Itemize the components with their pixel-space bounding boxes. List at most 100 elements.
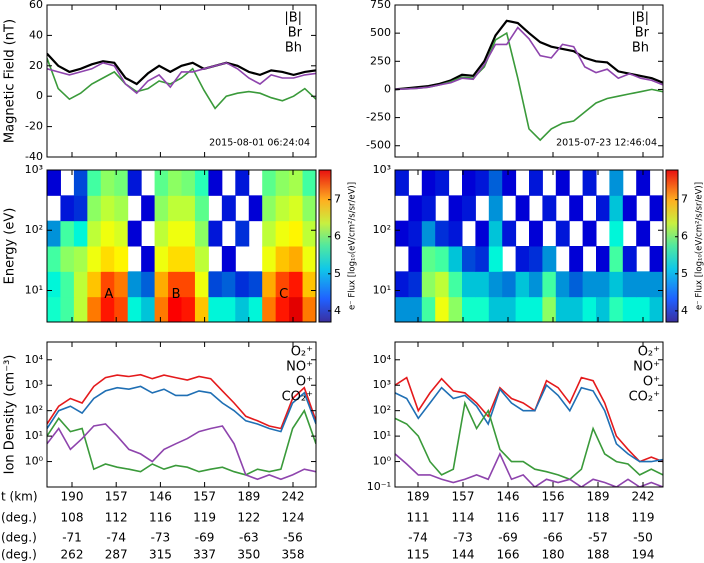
table-cell: -63 — [239, 531, 259, 545]
heatmap-cell — [127, 296, 142, 322]
heatmap-cell — [114, 296, 129, 322]
panel: 4 5 6 7 e⁻ Flux [log₁₀(eV/cm²/s/sr/eV)] A B C 10… — [3, 163, 358, 323]
panel: O₂⁺NO⁺O⁺CO₂⁺ 10⁻¹ 10⁰ 10¹ 10² 10³ 10⁴ — [367, 341, 664, 493]
colorbar-tick-label: 5 — [681, 267, 688, 280]
heatmap-cell — [569, 195, 584, 222]
heatmap-cell — [289, 246, 304, 272]
heatmap-cell — [221, 271, 236, 298]
y-tick-label: 10² — [25, 223, 43, 236]
heatmap-cell — [100, 246, 115, 272]
heatmap-cell — [87, 170, 102, 196]
heatmap-cell — [596, 296, 610, 322]
y-axis-label: Ion Density (cm⁻³) — [3, 355, 18, 475]
heatmap-cell — [435, 220, 450, 247]
table-cell: -73 — [151, 531, 171, 545]
table-cell: 350 — [237, 548, 260, 562]
colorbar-label: e⁻ Flux [log₁₀(eV/cm²/s/sr/eV)] — [695, 182, 704, 310]
table-cell: 166 — [497, 548, 520, 562]
y-tick-label: 10¹ — [373, 429, 391, 442]
series-line — [47, 57, 316, 110]
table-cell: 242 — [632, 490, 655, 504]
heatmap-cell — [168, 271, 182, 298]
table-cell: 112 — [105, 511, 128, 525]
heatmap-cell — [609, 246, 624, 272]
heatmap-cell — [302, 220, 316, 247]
heatmap-cell — [488, 195, 503, 222]
legend-label: O⁺ — [296, 375, 313, 390]
heatmap-cell — [488, 296, 503, 322]
legend-label: O⁺ — [643, 375, 660, 390]
table-cell: -74 — [408, 531, 428, 545]
heatmap-cell — [154, 170, 169, 196]
series-line — [395, 383, 663, 463]
heatmap-cell — [262, 296, 277, 322]
panel-frame — [394, 4, 664, 158]
heatmap-cell — [542, 296, 557, 322]
heatmap-cell — [73, 246, 88, 272]
heatmap-cell — [289, 296, 304, 322]
series-line — [395, 26, 663, 91]
series-line — [47, 52, 316, 86]
y-tick-label: 500 — [370, 26, 391, 39]
heatmap-cell — [47, 170, 61, 196]
series-line — [47, 408, 316, 476]
y-axis-label: Magnetic Field (nT) — [3, 19, 18, 143]
heatmap-cell — [60, 296, 75, 322]
heatmap-cell — [582, 296, 597, 322]
heatmap-cell — [100, 220, 115, 247]
heatmap-cell — [302, 195, 316, 222]
heatmap-cell — [462, 296, 476, 322]
heatmap-cell — [127, 170, 142, 196]
heatmap-cell — [168, 296, 182, 322]
colorbar-tick-label: 6 — [334, 230, 341, 243]
heatmap-cell — [475, 296, 490, 322]
panel-frame — [394, 341, 664, 488]
colorbar-tick-label: 4 — [334, 304, 341, 317]
legend-label: O₂⁺ — [291, 345, 313, 360]
heatmap-cell — [636, 296, 651, 322]
plot-area — [47, 373, 316, 481]
legend-label: |B| — [631, 11, 649, 26]
table-cell: 189 — [587, 490, 610, 504]
heatmap-cell — [488, 246, 503, 272]
heatmap-cell — [100, 271, 115, 298]
heatmap-cell — [395, 220, 409, 247]
heatmap-cell — [141, 271, 156, 298]
heatmap-cell — [475, 220, 490, 247]
y-tick-label: 10³ — [373, 378, 391, 391]
heatmap-cell — [435, 170, 450, 196]
y-tick-label: 60 — [29, 0, 43, 11]
y-tick-label: 10¹ — [373, 283, 391, 296]
heatmap-cell — [596, 195, 610, 222]
series-line — [395, 451, 663, 487]
heatmap-cell — [421, 246, 436, 272]
heatmap-cell — [408, 246, 423, 272]
heatmap-cell — [649, 296, 663, 322]
y-tick-label: -40 — [25, 150, 43, 163]
table-cell: 117 — [542, 511, 565, 525]
heatmap-cell — [395, 296, 409, 322]
heatmap-cell — [47, 220, 61, 247]
table-cell: 189 — [237, 490, 260, 504]
heatmap-cell — [100, 170, 115, 196]
table-cell: 119 — [193, 511, 216, 525]
heatmap-cell — [275, 271, 290, 298]
table-cell: 262 — [61, 548, 84, 562]
plot-area — [395, 19, 663, 142]
legend-label: |B| — [284, 11, 302, 26]
heatmap-cell — [221, 296, 236, 322]
heatmap-cell — [529, 246, 543, 272]
colorbar — [665, 169, 679, 323]
heatmap-cell — [100, 195, 115, 222]
series-line — [47, 373, 316, 430]
colorbar-tick-label: 6 — [681, 230, 688, 243]
table-cell: 111 — [407, 511, 430, 525]
heatmap-cell — [488, 220, 503, 247]
heatmap-cell — [87, 195, 102, 222]
table-cell: 315 — [149, 548, 172, 562]
table-cell: 189 — [407, 490, 430, 504]
heatmap-cell — [529, 170, 543, 196]
heatmap-cell — [114, 271, 129, 298]
table-cell: 188 — [587, 548, 610, 562]
